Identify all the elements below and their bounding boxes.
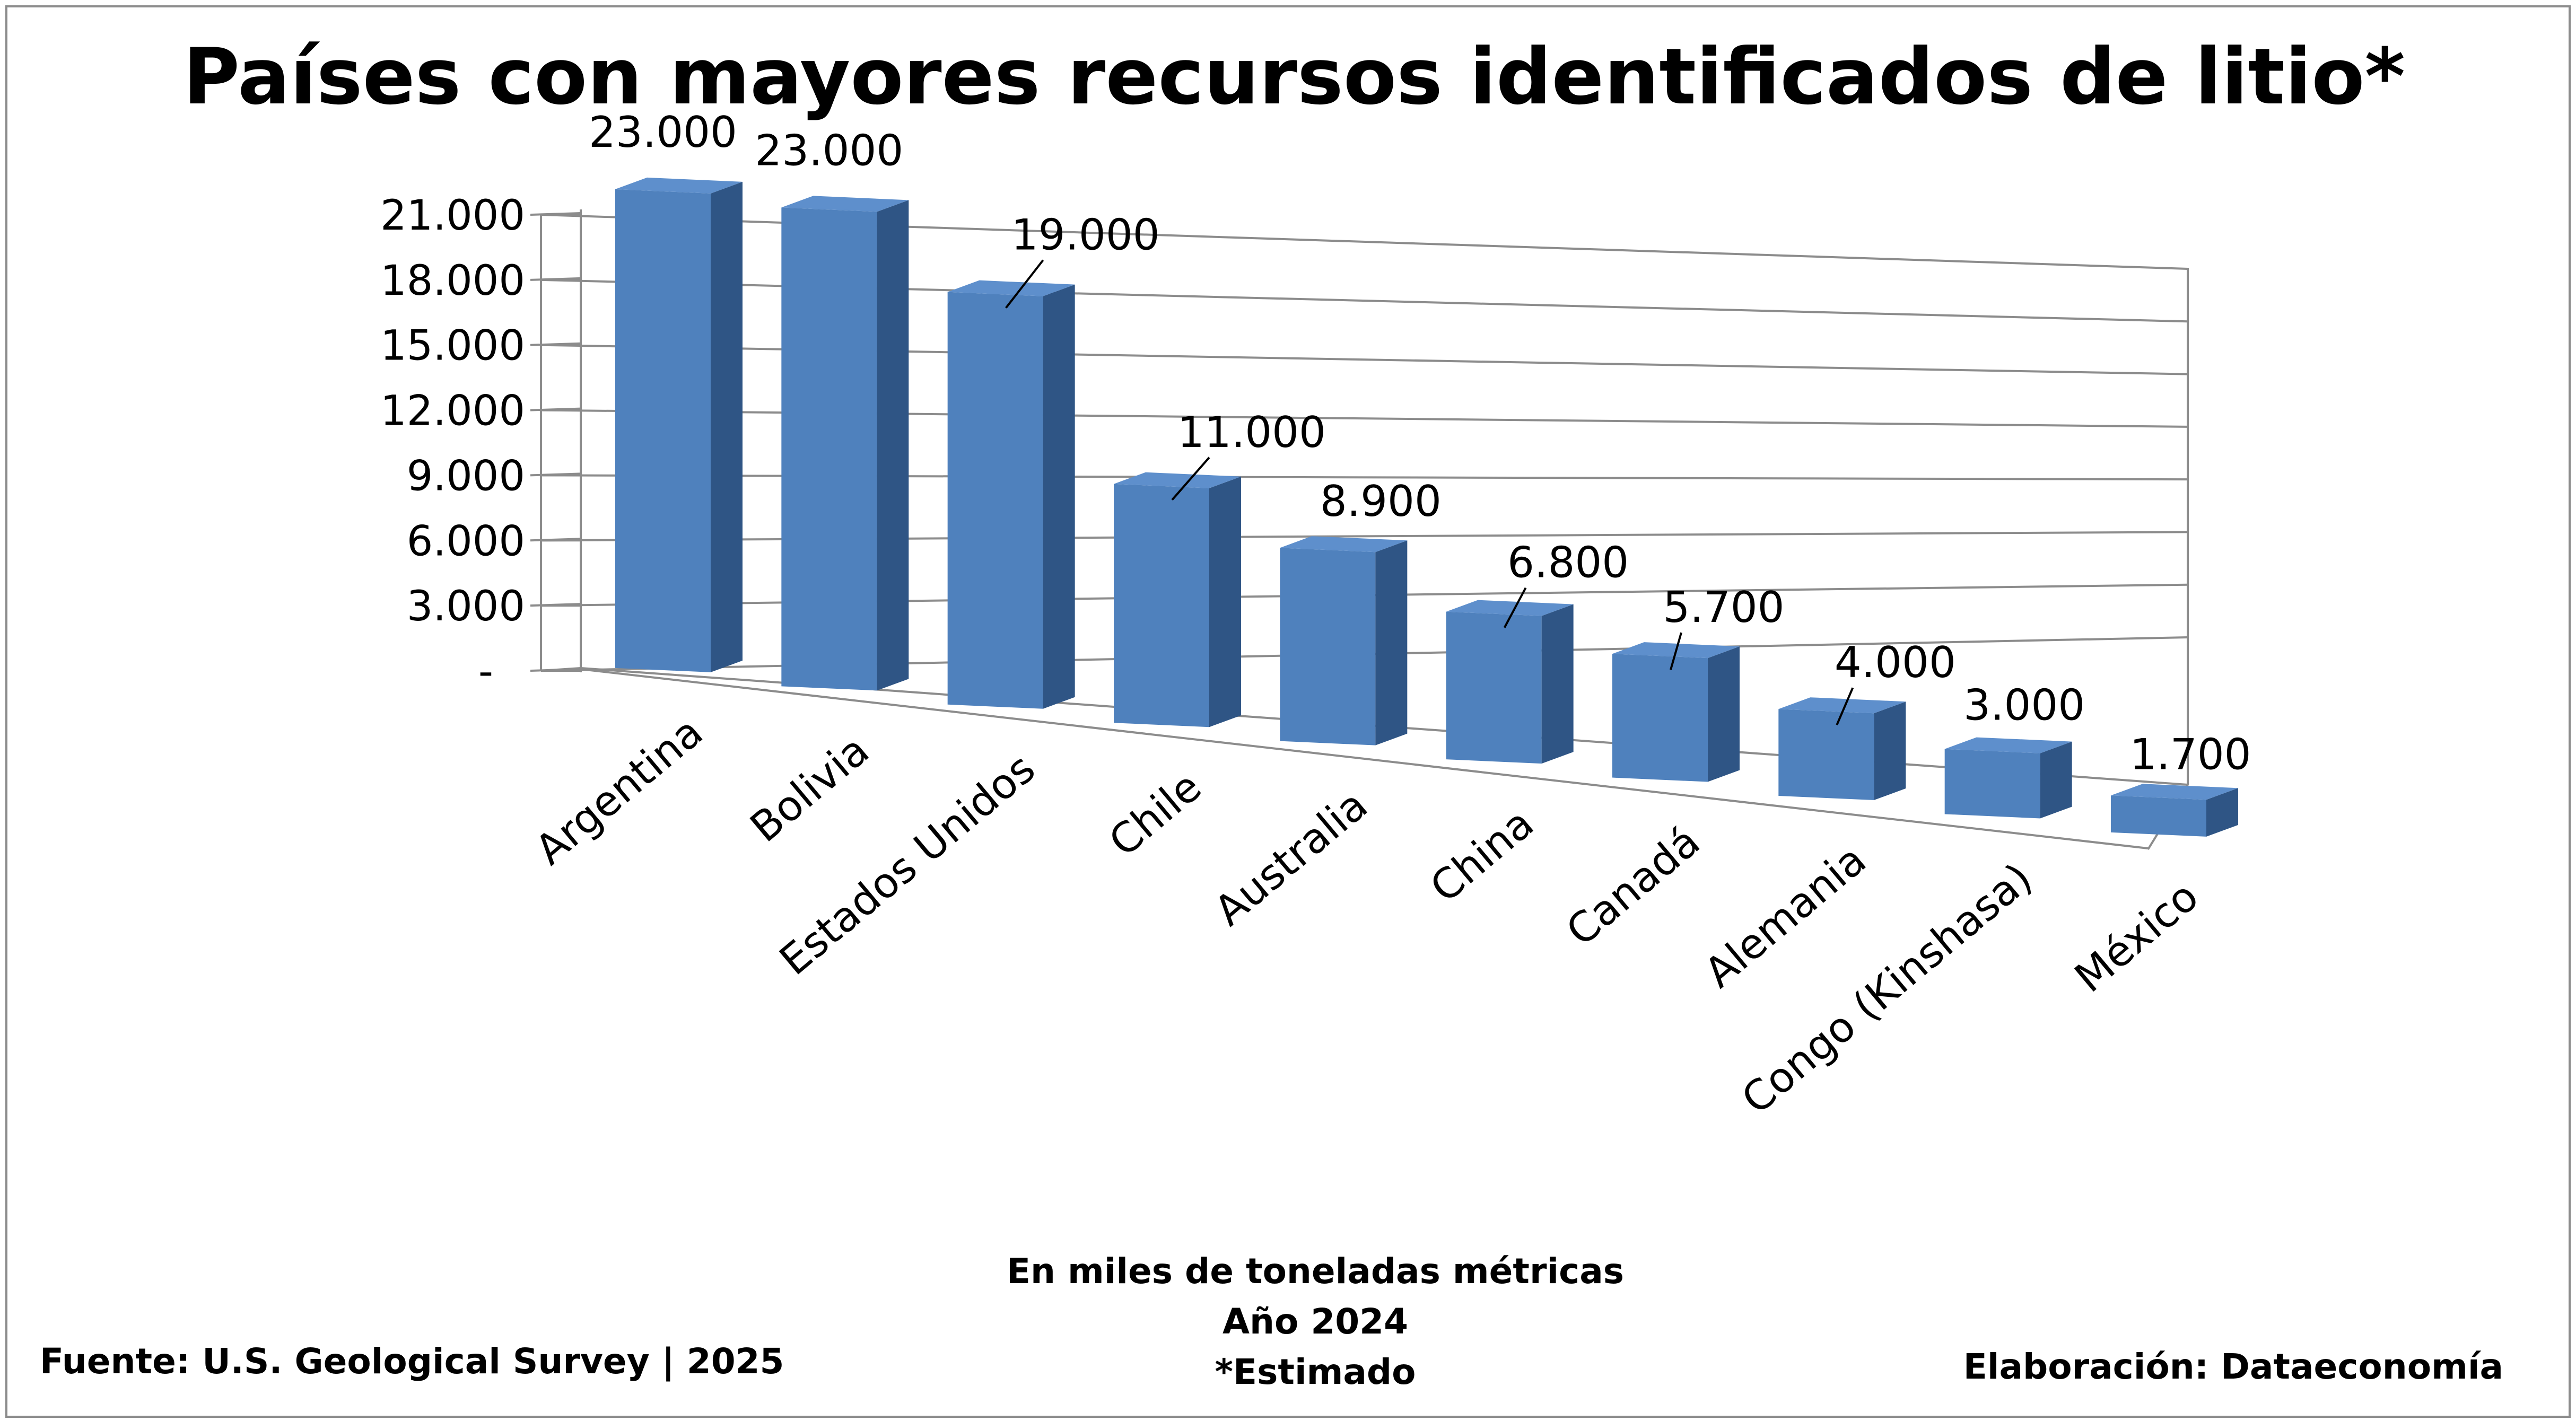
bar-side [2206, 788, 2238, 837]
bar-front [1778, 709, 1874, 801]
bar-side [1043, 284, 1075, 709]
bars [615, 177, 2238, 837]
bar-front [1280, 548, 1376, 745]
bar-top [1944, 737, 2072, 753]
bar-top [2111, 784, 2238, 800]
bar-side [877, 200, 909, 691]
data-label: 23.000 [589, 108, 737, 157]
y-tick-mark [530, 668, 581, 672]
y-tick-mark [530, 212, 581, 216]
unit-note: En miles de toneladas métricas [1007, 1251, 1624, 1292]
data-label-leader [1503, 587, 1527, 628]
data-label-leader [1171, 457, 1210, 501]
x-tick-label: Argentina [527, 708, 712, 875]
bar-top [1280, 536, 1408, 552]
bar-front [1944, 749, 2040, 819]
bar-front [1114, 484, 1209, 727]
bar-front [1446, 611, 1542, 764]
x-tick-label: Bolivia [741, 726, 878, 852]
y-tick-label: 15.000 [380, 322, 525, 370]
x-tick-label: Australia [1206, 781, 1376, 935]
y-tick-label: 6.000 [407, 517, 525, 565]
data-label: 5.700 [1663, 583, 1784, 632]
y-tick-mark [530, 342, 581, 346]
bar-front [947, 292, 1043, 709]
y-tick-mark [530, 603, 581, 607]
bar-front [1612, 654, 1708, 782]
data-label: 4.000 [1835, 638, 1956, 687]
x-tick-label: Canadá [1558, 818, 1709, 955]
data-label-leader [1836, 687, 1854, 725]
x-axis-line [580, 668, 2149, 849]
bar-top [615, 177, 743, 194]
bar-side [1541, 604, 1574, 764]
bar-top [1446, 600, 1574, 616]
year-note: Año 2024 [1222, 1301, 1408, 1342]
data-label: 19.000 [1011, 210, 1160, 260]
bar-top [947, 280, 1075, 296]
bar-front [2111, 795, 2206, 837]
y-tick-label: 9.000 [407, 452, 525, 500]
chart-title: Países con mayores recursos identificado… [183, 32, 2405, 122]
data-label-leader [1670, 632, 1682, 670]
data-label: 3.000 [1963, 681, 2085, 730]
x-tick-label: Alemania [1696, 836, 1875, 997]
bar-top [1114, 472, 1241, 488]
bar-side [1209, 476, 1241, 727]
data-label: 1.700 [2129, 730, 2251, 779]
y-tick-mark [530, 277, 581, 281]
bar-side [1708, 646, 1740, 782]
bar-front [615, 189, 711, 672]
bar-top [1778, 697, 1906, 714]
y-tick-label: 12.000 [380, 388, 525, 435]
data-labels: 23.000 23.000 19.000 11.000 8.900 6.800 5.700 4… [589, 108, 2251, 779]
y-tick-label: 18.000 [380, 257, 525, 305]
data-label-leader [1005, 259, 1044, 309]
bar-front [781, 207, 877, 691]
bar-side [2040, 741, 2072, 819]
bar-side [711, 181, 743, 672]
y-axis-ticks: - 3.000 6.000 9.000 12.000 15.000 18.000 21.000 [380, 192, 581, 696]
y-tick-label: - [478, 648, 493, 696]
y-tick-mark [530, 538, 581, 542]
data-label: 6.800 [1507, 538, 1629, 587]
x-tick-label: México [2066, 873, 2207, 1002]
data-label: 8.900 [1320, 477, 1442, 526]
y-tick-mark [530, 407, 581, 411]
x-tick-label: China [1421, 800, 1543, 912]
credit-note: Elaboración: Dataeconomía [1963, 1346, 2503, 1387]
estimate-note: *Estimado [1215, 1352, 1416, 1392]
data-label: 23.000 [755, 126, 903, 175]
y-tick-mark [530, 472, 581, 477]
y-tick-label: 3.000 [407, 583, 525, 630]
source-note: Fuente: U.S. Geological Survey | 2025 [40, 1341, 784, 1382]
bar-side [1874, 701, 1906, 801]
bar-top [781, 196, 909, 212]
x-tick-label: Chile [1101, 763, 1210, 866]
y-tick-label: 21.000 [380, 192, 525, 240]
bar-side [1375, 540, 1408, 745]
data-label: 11.000 [1177, 408, 1326, 457]
